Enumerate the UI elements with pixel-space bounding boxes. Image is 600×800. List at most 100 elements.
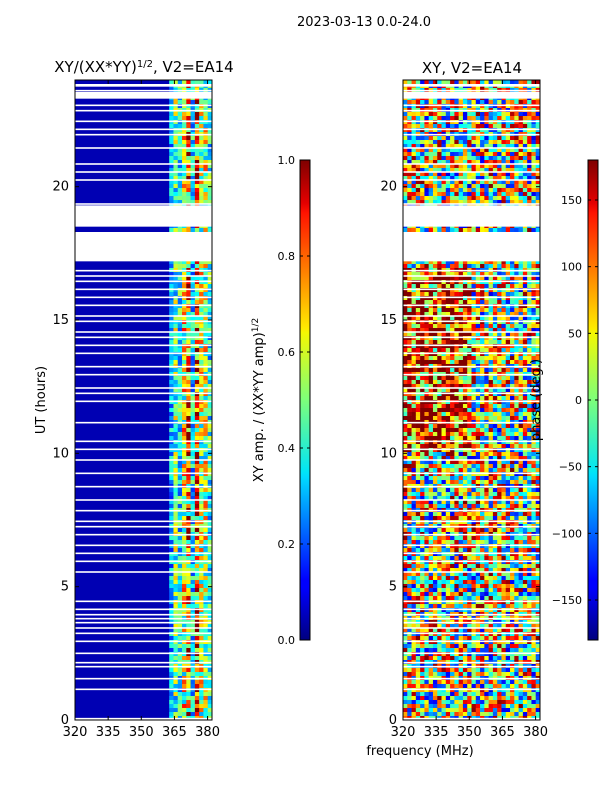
flag-line	[75, 275, 212, 277]
phase-cell	[411, 380, 417, 385]
phase-cell	[428, 112, 434, 117]
phase-cell	[467, 700, 472, 705]
phase-cell	[403, 136, 408, 141]
phase-cell	[475, 464, 481, 469]
phase-cell	[462, 128, 468, 133]
phase-cell	[445, 424, 451, 429]
amp-cell	[173, 436, 179, 441]
amp-cell	[194, 688, 200, 693]
phase-cell	[411, 172, 417, 177]
phase-cell	[471, 712, 477, 717]
phase-cell	[475, 192, 481, 197]
phase-cell	[441, 344, 447, 349]
amp-cell	[190, 100, 196, 105]
phase-cell	[484, 300, 489, 305]
amp-cell	[199, 452, 204, 457]
phase-cell	[420, 624, 425, 629]
phase-cell	[411, 588, 417, 593]
amp-cell	[186, 640, 191, 645]
phase-cell	[475, 440, 481, 445]
phase-cell	[467, 384, 472, 389]
phase-cell	[432, 668, 438, 673]
phase-cell	[403, 580, 408, 585]
phase-cell	[437, 156, 442, 161]
phase-cell	[475, 292, 481, 297]
phase-cell	[475, 496, 481, 501]
phase-cell	[471, 672, 477, 677]
amp-cell	[199, 284, 204, 289]
phase-heatmap[interactable]	[403, 80, 540, 720]
phase-cell	[484, 568, 489, 573]
phase-cell	[462, 124, 468, 129]
phase-cell	[467, 604, 472, 609]
phase-cell	[428, 516, 434, 521]
phase-cell	[488, 332, 494, 337]
amp-cell	[186, 164, 191, 169]
phase-cell	[411, 452, 417, 457]
phase-cell	[441, 336, 447, 341]
phase-cell	[475, 312, 481, 317]
phase-cell	[462, 584, 468, 589]
phase-cell	[420, 464, 425, 469]
phase-cell	[480, 388, 485, 393]
phase-cell	[480, 564, 485, 569]
phase-cell	[411, 476, 417, 481]
phase-cell	[471, 632, 477, 637]
flag-line	[75, 352, 212, 355]
phase-cell	[445, 112, 451, 117]
phase-cell	[488, 188, 494, 193]
phase-cell	[420, 380, 425, 385]
phase-cell	[432, 336, 438, 341]
phase-cell	[445, 352, 451, 357]
flag-line	[75, 613, 212, 616]
phase-cell	[467, 324, 472, 329]
amp-cell	[169, 260, 174, 265]
amp-cell	[203, 696, 209, 701]
amp-cell	[169, 432, 174, 437]
amp-cell	[194, 464, 200, 469]
phase-cell	[484, 464, 489, 469]
phase-cell	[437, 468, 442, 473]
phase-cell	[450, 680, 455, 685]
phase-cell	[411, 192, 417, 197]
phase-cell	[480, 572, 485, 577]
amp-heatmap[interactable]	[75, 80, 212, 720]
phase-cell	[454, 692, 459, 697]
phase-cell	[411, 344, 417, 349]
phase-cell	[441, 644, 447, 649]
phase-cell	[445, 684, 451, 689]
phase-cell	[420, 264, 425, 269]
phase-cell	[475, 480, 481, 485]
phase-cell	[411, 596, 417, 601]
phase-cell	[428, 316, 434, 321]
phase-cell	[480, 404, 485, 409]
phase-cell	[458, 356, 464, 361]
amp-cell	[186, 448, 191, 453]
phase-cell	[475, 80, 481, 85]
phase-cell	[471, 580, 477, 585]
phase-cell	[488, 164, 494, 169]
amp-cell	[194, 472, 200, 477]
phase-cell	[432, 472, 438, 477]
phase-cell	[488, 184, 494, 189]
amp-colorbar-bar[interactable]	[299, 159, 311, 641]
amp-cell	[207, 200, 212, 205]
phase-cell	[488, 80, 494, 85]
phase-cell	[475, 544, 481, 549]
phase-cell	[450, 712, 455, 717]
amp-cell	[169, 120, 174, 125]
amp-cell	[169, 292, 174, 297]
phase-cell	[411, 304, 417, 309]
amp-cell	[169, 388, 174, 393]
phase-cell	[458, 416, 464, 421]
amp-cell	[182, 400, 187, 405]
phase-cell	[407, 344, 412, 349]
amp-cell	[203, 544, 209, 549]
phase-cell	[420, 172, 425, 177]
phase-cell	[424, 396, 429, 401]
phase-cell	[445, 700, 451, 705]
phase-cell	[432, 176, 438, 181]
phase-cell	[432, 540, 438, 545]
amp-cell	[186, 636, 191, 641]
